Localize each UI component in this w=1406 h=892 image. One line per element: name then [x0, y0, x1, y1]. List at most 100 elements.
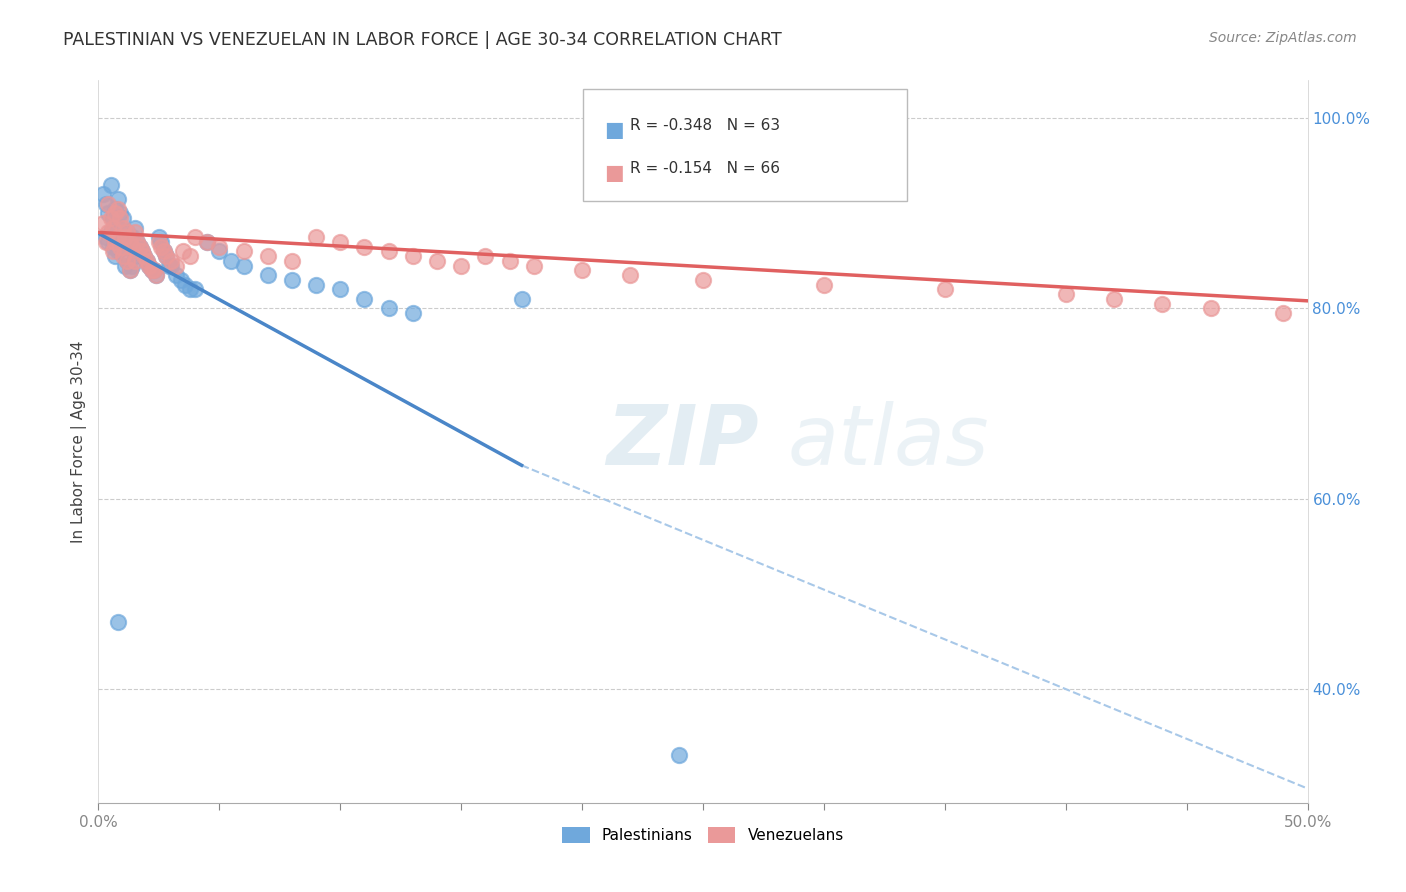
Point: [107, 615, 129, 630]
Point: [101, 220, 124, 235]
Point: [111, 240, 134, 254]
Point: [281, 273, 304, 287]
Point: [117, 226, 139, 240]
Point: [169, 273, 191, 287]
Point: [104, 249, 127, 263]
Point: [155, 249, 177, 263]
Point: [329, 235, 352, 249]
Point: [571, 263, 593, 277]
Point: [104, 235, 127, 249]
Point: [474, 249, 496, 263]
Point: [118, 263, 141, 277]
Point: [128, 240, 150, 254]
Point: [108, 211, 131, 226]
Point: [179, 249, 201, 263]
Point: [107, 220, 129, 235]
Point: [108, 235, 131, 249]
Point: [107, 244, 129, 259]
Point: [155, 249, 177, 263]
Point: [117, 254, 139, 268]
Point: [232, 244, 254, 259]
Point: [101, 240, 124, 254]
Point: [256, 268, 278, 282]
Text: R = -0.348   N = 63: R = -0.348 N = 63: [630, 118, 780, 133]
Point: [165, 259, 187, 273]
Point: [107, 202, 129, 216]
Point: [141, 263, 163, 277]
Point: [108, 240, 131, 254]
Point: [157, 259, 180, 273]
Text: Source: ZipAtlas.com: Source: ZipAtlas.com: [1209, 31, 1357, 45]
Point: [94, 197, 117, 211]
Point: [100, 226, 122, 240]
Point: [179, 282, 201, 296]
Point: [97, 235, 120, 249]
Point: [160, 259, 183, 273]
Point: [510, 292, 533, 306]
Point: [107, 230, 129, 244]
Point: [131, 244, 153, 259]
Point: [104, 206, 127, 220]
Point: [138, 259, 160, 273]
Point: [111, 211, 134, 226]
Point: [141, 263, 163, 277]
Point: [329, 282, 352, 296]
Point: [426, 254, 449, 268]
Point: [91, 216, 114, 230]
Point: [121, 259, 143, 273]
Point: [377, 301, 399, 316]
Point: [402, 306, 425, 320]
Point: [148, 230, 170, 244]
Point: [523, 259, 546, 273]
Point: [145, 268, 167, 282]
Point: [195, 235, 218, 249]
Point: [94, 235, 117, 249]
Point: [134, 249, 156, 263]
Point: [184, 282, 207, 296]
Point: [114, 230, 136, 244]
Point: [208, 244, 231, 259]
Text: ■: ■: [605, 163, 624, 183]
Point: [934, 282, 956, 296]
Point: [127, 235, 149, 249]
Point: [104, 202, 127, 216]
Point: [111, 249, 134, 263]
Point: [124, 220, 146, 235]
Point: [97, 226, 120, 240]
Point: [104, 230, 127, 244]
Point: [353, 292, 375, 306]
Point: [124, 249, 146, 263]
Point: [138, 259, 160, 273]
Point: [94, 230, 117, 244]
Point: [111, 220, 134, 235]
Point: [135, 254, 157, 268]
Point: [692, 273, 714, 287]
Point: [101, 244, 124, 259]
Point: [377, 244, 399, 259]
Point: [305, 230, 328, 244]
Point: [121, 230, 143, 244]
Point: [143, 263, 166, 277]
Point: [450, 259, 472, 273]
Point: [305, 277, 328, 292]
Point: [114, 259, 136, 273]
Text: ZIP: ZIP: [606, 401, 759, 482]
Point: [174, 277, 197, 292]
Point: [143, 263, 166, 277]
Point: [91, 187, 114, 202]
Point: [117, 226, 139, 240]
Point: [131, 244, 153, 259]
Text: ■: ■: [605, 120, 624, 140]
Text: PALESTINIAN VS VENEZUELAN IN LABOR FORCE | AGE 30-34 CORRELATION CHART: PALESTINIAN VS VENEZUELAN IN LABOR FORCE…: [63, 31, 782, 49]
Point: [124, 226, 146, 240]
Point: [135, 254, 157, 268]
Point: [107, 192, 129, 206]
Point: [232, 259, 254, 273]
Point: [619, 268, 641, 282]
Point: [813, 277, 835, 292]
Point: [150, 235, 173, 249]
Point: [160, 254, 183, 268]
Point: [150, 240, 173, 254]
Point: [1152, 296, 1174, 310]
Point: [121, 240, 143, 254]
